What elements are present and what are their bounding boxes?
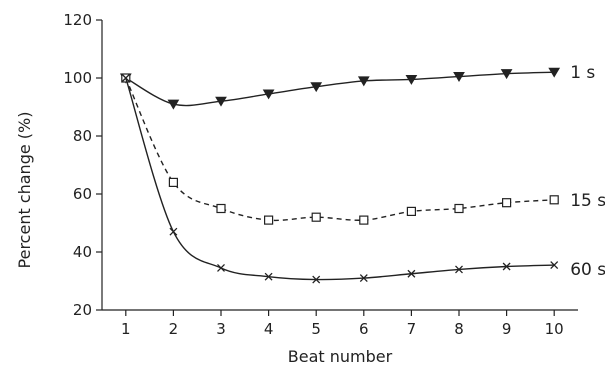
- series-line: [125, 77, 555, 281]
- data-point-x: [407, 269, 416, 278]
- data-point-triangle: [405, 74, 418, 85]
- x-tick-label: 7: [407, 320, 417, 338]
- y-tick-label: 100: [63, 69, 92, 87]
- x-tick-label: 6: [359, 320, 369, 338]
- x-tick-label: 4: [264, 320, 274, 338]
- series-label: 1 s: [570, 63, 595, 83]
- data-point-triangle: [500, 69, 513, 80]
- x-axis-label: Beat number: [288, 347, 393, 366]
- data-point-x: [217, 263, 225, 272]
- x-tick-label: 3: [216, 320, 226, 338]
- x-tick-label: 9: [502, 320, 512, 338]
- data-point-x: [502, 262, 511, 271]
- data-point-square: [502, 198, 512, 208]
- y-tick-label: 60: [73, 185, 92, 203]
- data-point-square: [311, 212, 321, 222]
- data-point-square: [168, 177, 178, 187]
- x-tick-label: 2: [169, 320, 179, 338]
- x-tick-label: 1: [121, 320, 131, 338]
- series-layer: 1 s 15 s 60 s: [119, 63, 605, 284]
- data-point-x: [455, 265, 463, 274]
- chart-axes: 20 40 60 80 100 120 1 2 3 4 5 6 7 8 9 10: [63, 11, 578, 338]
- data-point-x: [359, 274, 368, 283]
- series-label: 60 s: [570, 260, 605, 280]
- data-point-triangle: [453, 72, 465, 83]
- data-point-triangle: [167, 99, 180, 110]
- series-line: [125, 71, 555, 107]
- series-label: 15 s: [570, 191, 605, 211]
- y-tick-label: 80: [73, 127, 92, 145]
- data-point-x: [169, 227, 178, 236]
- data-point-triangle: [262, 89, 275, 100]
- series-line: [125, 77, 555, 222]
- y-tick-label: 40: [73, 243, 92, 261]
- data-point-square: [549, 195, 559, 205]
- data-point-triangle: [548, 67, 561, 78]
- data-point-x: [264, 272, 273, 281]
- data-point-square: [264, 215, 274, 225]
- data-point-x: [312, 275, 321, 284]
- y-tick-label: 20: [73, 301, 92, 319]
- y-tick-label: 120: [63, 11, 92, 29]
- series-60-s: 60 s: [121, 74, 605, 284]
- series-1-s: 1 s: [119, 63, 595, 110]
- data-point-triangle: [357, 76, 370, 87]
- x-tick-label: 5: [311, 320, 321, 338]
- data-point-square: [216, 203, 226, 214]
- data-point-triangle: [310, 82, 323, 93]
- x-tick-label: 8: [454, 320, 464, 338]
- y-axis-label: Percent change (%): [15, 112, 34, 269]
- data-point-triangle: [215, 96, 227, 107]
- data-point-square: [359, 215, 369, 225]
- data-point-x: [121, 74, 130, 82]
- data-point-square: [406, 206, 416, 216]
- x-tick-label: 10: [545, 320, 564, 338]
- data-point-square: [454, 203, 464, 214]
- series-15-s: 15 s: [121, 73, 605, 225]
- data-point-x: [550, 261, 559, 270]
